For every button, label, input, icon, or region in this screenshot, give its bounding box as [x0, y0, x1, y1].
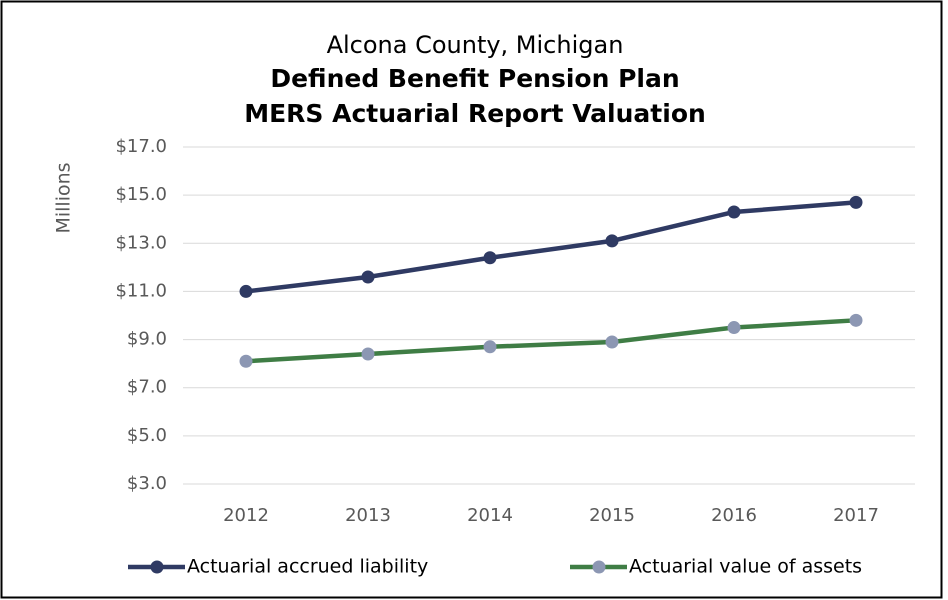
y-tick-label: $15.0 [115, 184, 167, 205]
x-tick-label: 2015 [589, 505, 635, 526]
chart-title: Defined Benefit Pension Plan [270, 64, 679, 93]
series-marker [361, 347, 375, 361]
series-marker [849, 313, 863, 327]
series-marker [605, 234, 619, 248]
series-marker [361, 270, 375, 284]
y-tick-label: $11.0 [115, 280, 167, 301]
x-tick-label: 2013 [345, 505, 391, 526]
y-tick-label: $7.0 [127, 377, 167, 398]
legend-label: Actuarial value of assets [629, 556, 862, 578]
series-line [245, 200, 857, 294]
chart-title: MERS Actuarial Report Valuation [244, 99, 706, 128]
chart-title: Alcona County, Michigan [327, 31, 624, 59]
y-tick-label: $9.0 [127, 329, 167, 350]
legend-marker [150, 560, 164, 574]
legend-marker [592, 560, 606, 574]
series-line [245, 318, 857, 364]
series-marker [605, 335, 619, 349]
y-tick-label: $13.0 [115, 232, 167, 253]
series-marker [239, 284, 253, 298]
series-marker [849, 195, 863, 209]
series-marker [239, 354, 253, 368]
y-tick-label: $17.0 [115, 136, 167, 157]
series-marker [483, 340, 497, 354]
x-tick-label: 2012 [223, 505, 269, 526]
legend-label: Actuarial accrued liability [187, 556, 428, 578]
x-tick-label: 2016 [711, 505, 757, 526]
y-tick-label: $3.0 [127, 473, 167, 494]
series-marker [483, 251, 497, 265]
series-marker [727, 321, 741, 335]
x-tick-label: 2017 [833, 505, 879, 526]
y-axis-label: Millions [53, 162, 75, 233]
series-marker [727, 205, 741, 219]
y-tick-label: $5.0 [127, 425, 167, 446]
x-tick-label: 2014 [467, 505, 513, 526]
